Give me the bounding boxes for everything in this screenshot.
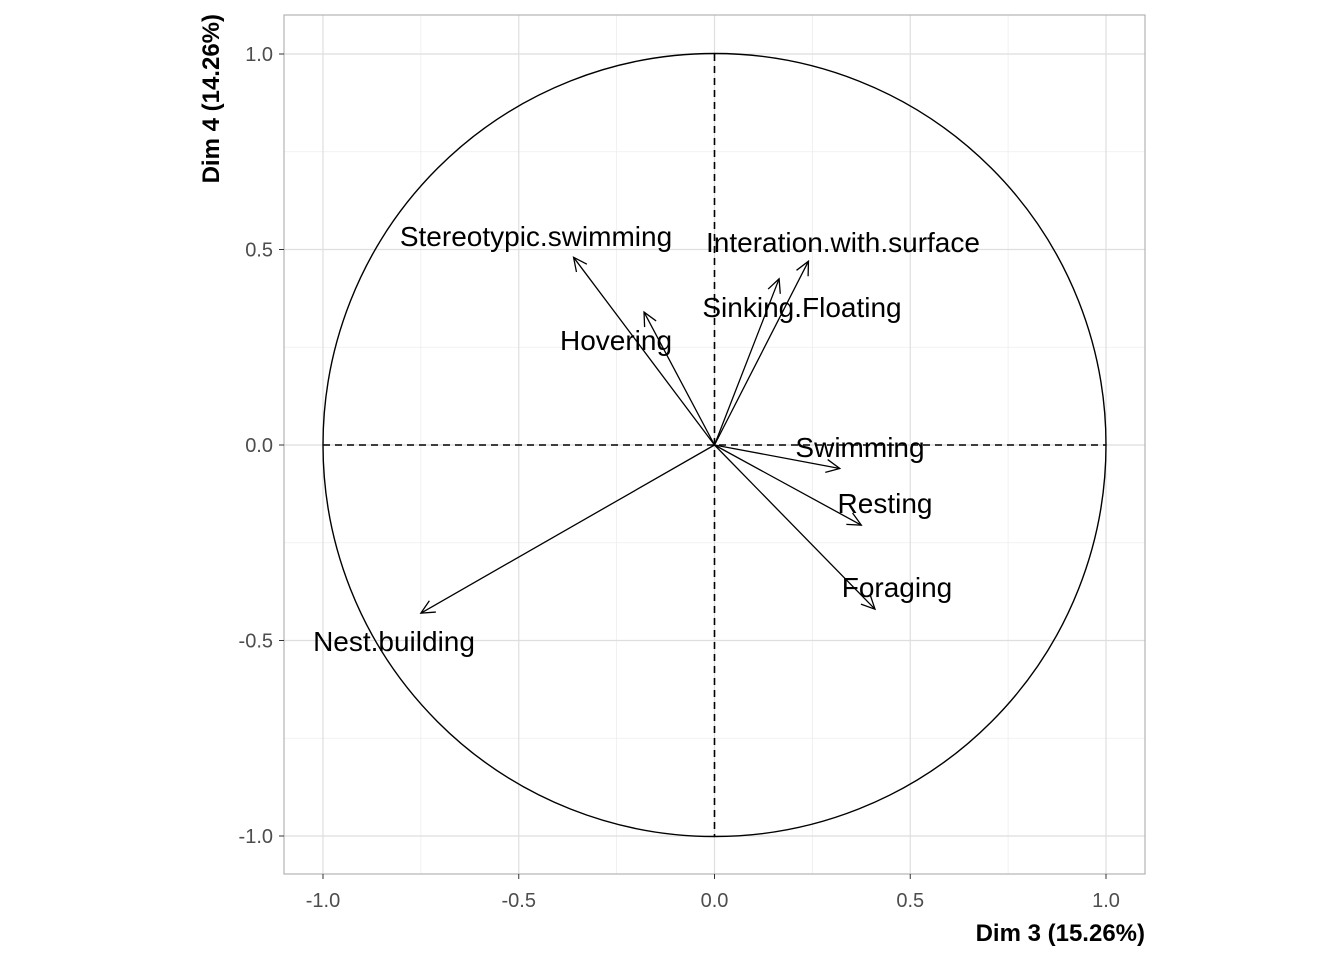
arrow-head-foraging [860, 594, 877, 611]
arrow-head-hovering [643, 310, 657, 328]
arrow-head-swimming [825, 459, 842, 473]
variable-label-foraging: Foraging [842, 572, 953, 603]
arrow-shaft-interation-with-surface [713, 260, 810, 446]
y-tick-label-3: 0.5 [245, 240, 273, 262]
arrow-head-stereotypic-swimming [572, 256, 588, 273]
y-axis-title: Dim 4 (14.26%) [198, 14, 225, 183]
variable-label-stereotypic-swimming: Stereotypic.swimming [400, 221, 672, 252]
arrow-head-resting [846, 512, 863, 526]
x-tick-label-2: 0.0 [701, 890, 729, 912]
y-tick-label-2: 0.0 [245, 435, 273, 457]
x-axis-ticks: -1.0 -0.5 0.0 0.5 1.0 [306, 874, 1120, 912]
arrow-foraging [714, 444, 877, 611]
arrow-head-sinking-floating [767, 277, 781, 294]
y-tick-label-4: 1.0 [245, 44, 273, 66]
arrow-sinking-floating [713, 277, 781, 446]
arrow-interation-with-surface [713, 259, 810, 446]
x-tick-label-0: -1.0 [306, 890, 340, 912]
x-axis-title: Dim 3 (15.26%) [976, 920, 1145, 947]
x-tick-label-4: 1.0 [1092, 890, 1120, 912]
variable-label-resting: Resting [838, 488, 933, 519]
variable-arrows [419, 256, 877, 614]
unit-circle [322, 52, 1107, 838]
arrow-resting [714, 444, 863, 526]
arrow-swimming [714, 444, 842, 473]
arrow-head-interation-with-surface [796, 259, 810, 277]
variable-label-interation-with-surface: Interation.with.surface [706, 227, 980, 258]
arrow-stereotypic-swimming [572, 256, 716, 446]
arrow-hovering [643, 310, 716, 446]
variable-label-hovering: Hovering [560, 325, 672, 356]
y-tick-label-0: -1.0 [239, 826, 273, 848]
variable-label-sinking-floating: Sinking.Floating [702, 292, 901, 323]
arrow-shaft-stereotypic-swimming [573, 256, 716, 446]
arrow-shaft-nest-building [420, 444, 715, 614]
x-tick-label-1: -0.5 [502, 890, 536, 912]
arrow-shaft-foraging [714, 444, 876, 610]
variable-label-nest-building: Nest.building [313, 626, 475, 657]
variable-labels: Stereotypic.swimming Interation.with.surf… [313, 221, 980, 657]
arrow-shaft-hovering [643, 311, 716, 446]
arrow-head-nest-building [419, 600, 436, 614]
arrow-shaft-sinking-floating [713, 278, 780, 446]
arrow-shaft-swimming [714, 444, 840, 470]
x-tick-label-3: 0.5 [896, 890, 924, 912]
y-tick-label-1: -0.5 [239, 631, 273, 653]
y-axis-ticks: -1.0 -0.5 0.0 0.5 1.0 [239, 44, 284, 848]
variable-label-swimming: Swimming [795, 432, 924, 463]
arrow-shaft-resting [714, 444, 862, 526]
arrow-nest-building [419, 444, 715, 614]
